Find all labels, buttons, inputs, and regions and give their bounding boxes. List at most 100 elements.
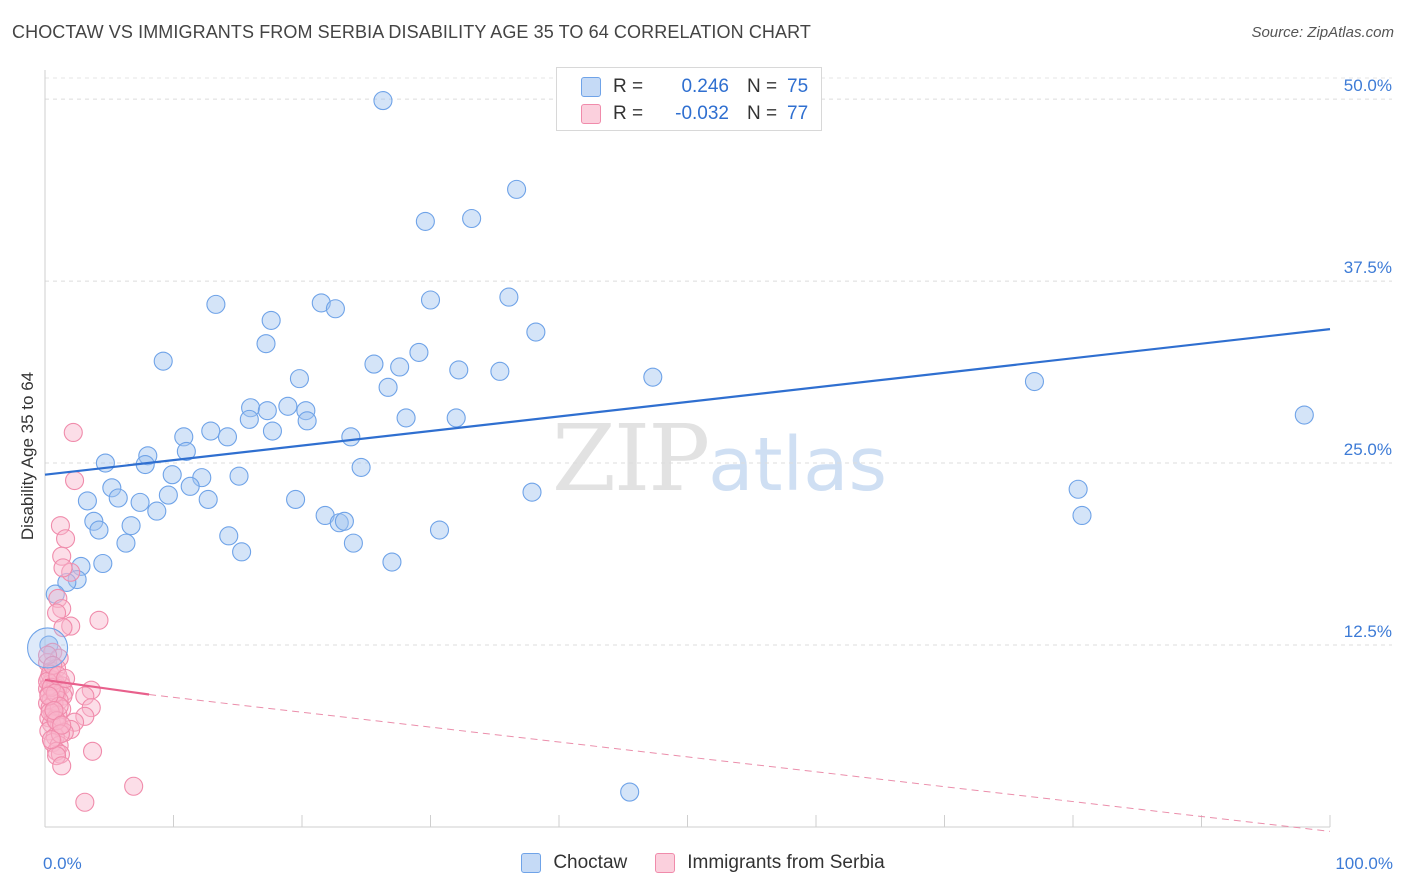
chart-title: CHOCTAW VS IMMIGRANTS FROM SERBIA DISABI… (12, 22, 811, 42)
choctaw-point (153, 351, 173, 371)
serbia-point (38, 645, 58, 665)
bottom-legend-item-serbia: Immigrants from Serbia (655, 852, 885, 874)
y-tick-label: 50.0% (1344, 76, 1392, 95)
choctaw-point (1068, 479, 1088, 499)
choctaw-point (351, 457, 371, 477)
choctaw-point (1024, 371, 1044, 392)
choctaw-point (1072, 505, 1092, 526)
choctaw-point (499, 287, 519, 307)
serbia-point (75, 686, 95, 706)
serbia-point (53, 558, 73, 578)
choctaw-point (289, 369, 309, 389)
choctaw-point (93, 553, 113, 574)
choctaw-point (364, 354, 384, 374)
serbia-point (82, 741, 103, 761)
choctaw-point (229, 466, 249, 486)
choctaw-point (490, 361, 510, 381)
x-tick-label: 0.0% (43, 854, 82, 873)
legend-r-value: -0.032 (675, 103, 729, 124)
choctaw-point (262, 421, 282, 441)
choctaw-point (415, 211, 435, 231)
choctaw-point (334, 511, 354, 531)
serbia-point (89, 610, 109, 630)
serbia-point (39, 686, 59, 706)
choctaw-point (420, 290, 441, 310)
choctaw-point (147, 501, 167, 521)
y-tick-label: 37.5% (1344, 258, 1392, 277)
axes (44, 70, 1331, 828)
serbia-point (48, 588, 68, 608)
bottom-legend-swatch-serbia (655, 853, 676, 873)
trend-lines (44, 328, 1331, 832)
choctaw-point (162, 465, 182, 485)
choctaw-point (219, 526, 239, 546)
serbia-point (56, 529, 76, 549)
choctaw-point (180, 476, 200, 496)
choctaw-trend-line (44, 328, 1331, 476)
bottom-legend-label-choctaw: Choctaw (553, 852, 628, 873)
legend-swatch-choctaw (581, 77, 601, 97)
serbia-point (65, 470, 85, 491)
choctaw-point (57, 572, 77, 592)
data-points (27, 91, 1314, 812)
choctaw-point (256, 334, 276, 354)
choctaw-point (239, 409, 259, 429)
bottom-legend-item-choctaw: Choctaw (521, 852, 627, 874)
watermark: ZIPatlas (552, 405, 887, 512)
choctaw-point (382, 552, 402, 572)
serbia-point (41, 730, 61, 750)
source-label: Source: ZipAtlas.com (1251, 24, 1394, 41)
choctaw-point (102, 478, 122, 498)
choctaw-point (232, 542, 252, 562)
choctaw-point (311, 293, 331, 313)
serbia-point (124, 776, 144, 796)
choctaw-point (286, 489, 306, 510)
choctaw-point (378, 377, 398, 397)
legend-n-value: 77 (787, 103, 809, 124)
choctaw-point (522, 482, 542, 502)
y-tick-label: 12.5% (1344, 622, 1392, 641)
choctaw-point (390, 357, 410, 377)
choctaw-point (373, 91, 393, 111)
serbia-point (43, 655, 63, 675)
choctaw-point (396, 408, 416, 428)
choctaw-point (116, 533, 136, 553)
choctaw-point (643, 367, 663, 387)
choctaw-point (507, 179, 527, 199)
serbia-trend-line (44, 678, 150, 696)
choctaw-point (174, 427, 194, 447)
watermark-atlas: atlas (708, 422, 887, 508)
choctaw-point (449, 360, 469, 380)
legend-row-choctaw: R = 0.246 N = 75 (581, 74, 808, 100)
y-tick-label: 25.0% (1344, 440, 1392, 459)
legend-r-label: R = (613, 103, 644, 124)
legend-n-value: 75 (787, 76, 809, 97)
choctaw-point (121, 516, 141, 536)
choctaw-point (261, 310, 281, 330)
legend-r-value: 0.246 (681, 76, 729, 97)
choctaw-point (620, 782, 640, 802)
watermark-zip: ZIP (552, 405, 710, 512)
serbia-point (53, 618, 73, 638)
choctaw-point (201, 421, 221, 441)
serbia-point (52, 756, 72, 776)
choctaw-point (176, 441, 196, 461)
legend-row-serbia: R = -0.032 N = 77 (581, 101, 808, 127)
bottom-legend-label-serbia: Immigrants from Serbia (687, 852, 885, 873)
choctaw-point (1294, 405, 1314, 425)
choctaw-point (198, 489, 218, 510)
choctaw-point (206, 294, 226, 314)
legend-n-label: N = (747, 76, 778, 97)
choctaw-point (278, 396, 298, 416)
legend-n-label: N = (747, 103, 778, 124)
serbia-point (52, 715, 72, 735)
choctaw-point (296, 401, 316, 421)
serbia-point (61, 616, 81, 636)
choctaw-point (217, 427, 238, 447)
choctaw-point (77, 491, 97, 511)
choctaw-point (257, 401, 277, 421)
serbia-point (75, 792, 95, 812)
serbia-point (63, 422, 83, 443)
choctaw-point (130, 492, 150, 512)
